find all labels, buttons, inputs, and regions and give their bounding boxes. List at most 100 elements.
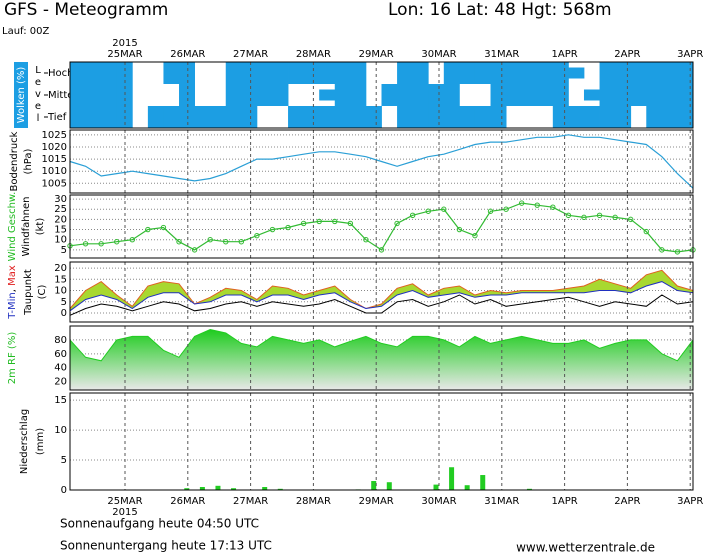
date-label-bottom: 30MAR [421, 496, 456, 507]
label-part: , [7, 286, 18, 292]
marker [82, 241, 89, 247]
cloud-cell [521, 62, 538, 84]
cloud-cell [552, 62, 569, 84]
sunset: Sonnenuntergang heute 17:13 UTC [60, 539, 272, 553]
marker [472, 232, 478, 239]
cloud-cell [101, 106, 118, 128]
line [69, 269, 694, 310]
bar [526, 488, 532, 490]
bar [386, 482, 392, 490]
cloud-cell [85, 62, 102, 84]
y-tick-label: 1020 [42, 142, 67, 153]
cloud-cell [381, 84, 398, 106]
date-label-top: 31MAR [484, 49, 519, 60]
cloud-cell [225, 62, 242, 84]
axis-label: T-Min, Max [7, 265, 18, 320]
panel-border [69, 261, 694, 323]
area [70, 329, 693, 390]
cloud-cell [537, 62, 554, 84]
marker [254, 232, 260, 239]
cloud-cell [506, 84, 523, 106]
cloud-cell [646, 106, 663, 128]
y-tick-label: 15 [54, 274, 67, 285]
label-part: T-Min [7, 292, 18, 320]
cloud-cell [412, 62, 429, 84]
date-label-bottom: 3APR [677, 496, 703, 507]
y-tick-label: 25 [54, 204, 67, 215]
marker [300, 220, 307, 227]
label-part: Max [7, 265, 18, 286]
axis-label: Wind Geschw. [7, 192, 18, 262]
title: GFS - Meteogramm [4, 0, 168, 20]
axis-label: Taupunkt [23, 269, 34, 316]
cloud-cell [70, 106, 86, 128]
cloud-cell [521, 84, 538, 106]
run: Lauf: 00Z [2, 26, 49, 37]
line [69, 281, 694, 312]
level-name: Tief [47, 112, 67, 123]
cloud-cell [303, 62, 320, 84]
cloud-cell [599, 84, 616, 106]
date-label-bottom: 2APR [614, 496, 640, 507]
y-tick-label: 1015 [42, 154, 67, 165]
axis-label: (C) [37, 285, 48, 300]
axis-label: 2m RF (%) [7, 332, 18, 385]
cloud-cell [256, 84, 273, 106]
marker [207, 237, 213, 243]
bar [184, 488, 190, 490]
bar [262, 487, 268, 490]
cloud-cell [661, 106, 678, 128]
cloud-cell [334, 106, 351, 128]
cloud-cell [288, 62, 305, 84]
cloud-cell [677, 62, 694, 84]
bar [449, 467, 455, 490]
bar [215, 485, 221, 490]
cloud-cell [459, 62, 476, 84]
y-tick-label: 40 [54, 363, 67, 374]
marker [160, 224, 167, 231]
cloud-cell [163, 62, 180, 84]
date-label-top: 26MAR [170, 49, 205, 60]
cloud-cell [537, 84, 554, 106]
cloud-cell [397, 106, 414, 128]
marker [223, 239, 229, 245]
cloud-cell [163, 106, 180, 128]
cloud-cell [241, 84, 258, 106]
cloud-cell [615, 62, 632, 84]
marker [628, 216, 634, 223]
location: Lon: 16 Lat: 48 Hgt: 568m [388, 0, 612, 20]
cloud-cell [397, 62, 414, 84]
y-tick-label: 1005 [42, 178, 67, 189]
cloud-cell [179, 62, 195, 84]
cloud-cell [288, 106, 305, 128]
cloud-cell [630, 62, 647, 84]
cloud-cell [101, 84, 118, 106]
cloud-cell [646, 62, 663, 84]
date-label-bottom: 27MAR [233, 496, 268, 507]
cloud-cell [490, 106, 507, 128]
marker [238, 239, 245, 245]
date-label-top: 29MAR [359, 49, 394, 60]
marker [176, 239, 182, 245]
marker [285, 224, 291, 231]
date-label-top: 2APR [614, 49, 640, 60]
marker [612, 214, 618, 221]
year-bottom: 2015 [112, 507, 137, 518]
cloud-cell [615, 84, 632, 106]
axis-label: Niederschlag [19, 409, 30, 474]
panel-bg [70, 393, 693, 490]
y-tick-label: 1010 [42, 166, 67, 177]
marker [316, 218, 322, 225]
cloud-cell [630, 84, 647, 106]
date-label-bottom: 28MAR [296, 496, 331, 507]
y-tick-label: 5 [61, 297, 67, 308]
marker [565, 212, 572, 219]
cloud-cell [443, 106, 460, 128]
plots: 25MAR 25MAR 26MAR 26MAR 27MAR 27MAR 28MAR 28MAR… [7, 38, 703, 518]
year-top: 2015 [112, 38, 137, 49]
marker [191, 247, 198, 253]
cloud-cell [412, 84, 429, 106]
y-tick-label: 0 [61, 308, 67, 319]
axis-label: (mm) [35, 428, 46, 455]
